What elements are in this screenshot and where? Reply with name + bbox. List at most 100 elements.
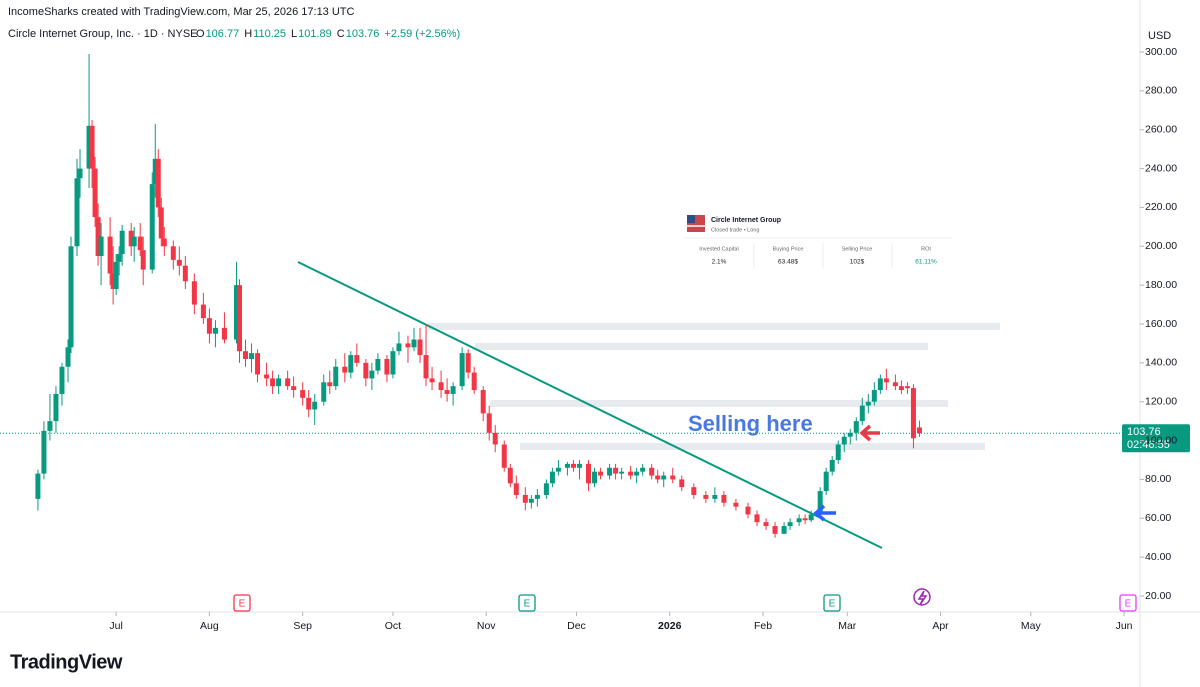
y-tick-label: 240.00 — [1145, 162, 1177, 174]
card-label: Buying Price — [773, 246, 804, 252]
y-tick-label: 60.00 — [1145, 512, 1171, 524]
candle-body — [348, 355, 354, 373]
candle-body — [865, 401, 871, 406]
candle-body — [396, 343, 402, 352]
candle-body — [898, 386, 904, 391]
candle-body — [450, 386, 456, 394]
event-label: E — [829, 599, 836, 610]
candle-body — [354, 355, 360, 363]
candle-body — [243, 351, 249, 359]
candle-body — [176, 259, 182, 266]
ohlc-letter: L — [291, 28, 297, 40]
y-tick-label: 40.00 — [1145, 551, 1171, 563]
candle-body — [131, 236, 137, 247]
annotation: Selling here — [688, 411, 813, 436]
x-tick-label: 2026 — [658, 620, 682, 632]
candle-body — [312, 401, 318, 410]
candle-body — [390, 351, 396, 375]
y-tick-label: 300.00 — [1145, 46, 1177, 58]
candle-body — [158, 207, 164, 239]
candle-body — [74, 178, 80, 247]
candle-body — [65, 347, 71, 367]
candle-body — [772, 526, 778, 534]
candle-body — [77, 168, 83, 179]
card-value: 63.48$ — [778, 259, 798, 266]
candle-body — [264, 374, 270, 379]
candle-body — [796, 518, 802, 523]
candle-body — [89, 125, 95, 169]
candle-body — [528, 498, 534, 503]
candle-body — [787, 522, 793, 527]
candle-body — [910, 388, 916, 439]
x-tick-label: Aug — [200, 620, 219, 632]
y-tick-label: 180.00 — [1145, 279, 1177, 291]
event[interactable]: E — [518, 594, 536, 612]
candle-body — [823, 471, 829, 492]
event[interactable]: E — [823, 594, 841, 612]
candle-body — [486, 413, 492, 433]
ohlc-value: 110.25 — [253, 28, 286, 40]
card-label: Invested Capital — [699, 246, 738, 252]
flag — [687, 215, 695, 223]
candle-body — [555, 467, 561, 472]
candle-body — [655, 475, 661, 480]
card-bg — [680, 207, 955, 277]
attribution: IncomeSharks created with TradingView.co… — [8, 6, 355, 18]
candle-body — [564, 463, 570, 468]
candle-body — [745, 506, 751, 515]
candle-body — [86, 125, 92, 169]
card-value: 61.11% — [915, 259, 937, 266]
candle-body — [270, 378, 276, 387]
candle-body — [405, 343, 411, 348]
zone — [520, 443, 985, 450]
card-label: Selling Price — [842, 246, 873, 252]
x-tick-label: Mar — [838, 620, 857, 632]
candle-body — [576, 463, 582, 468]
price-label: 103.76 — [1127, 426, 1161, 438]
candle-body — [92, 168, 98, 218]
candle-body — [871, 390, 877, 402]
candle-body — [155, 158, 161, 208]
price-box — [1122, 424, 1190, 453]
candle-body — [670, 475, 676, 480]
candle-body — [333, 366, 339, 387]
candle-body — [47, 421, 53, 431]
event-icon[interactable] — [913, 588, 931, 606]
candle-body — [236, 285, 242, 352]
x-tick-label: Oct — [385, 620, 401, 632]
event[interactable]: E — [1119, 594, 1137, 612]
x-tick-label: Jun — [1116, 620, 1133, 632]
candle-body — [619, 471, 625, 474]
candle-body — [507, 467, 513, 484]
candle-body — [128, 230, 134, 247]
candle-body — [859, 405, 865, 422]
candle-body — [817, 491, 823, 515]
candle-body — [342, 366, 348, 373]
candle-body — [598, 471, 604, 476]
brand: TradingView — [10, 651, 123, 673]
candle-body — [847, 432, 853, 437]
event-badge — [518, 594, 536, 612]
candle-body — [276, 378, 282, 387]
candle-body — [613, 467, 619, 474]
ohlc: O 106.77 H 110.25 L 101.89 C 103.76 +2.59 (+2.56… — [196, 28, 460, 40]
event[interactable]: E — [233, 594, 251, 612]
candle-body — [471, 372, 477, 391]
event-label: E — [524, 599, 531, 610]
change: +2.59 (+2.56%) — [384, 28, 460, 40]
candle-body — [113, 261, 119, 290]
candle-body — [98, 236, 104, 256]
candle-body — [255, 353, 261, 375]
event-badge — [1119, 594, 1137, 612]
candle-body — [904, 386, 910, 389]
candle-body — [829, 460, 835, 472]
y-tick-label: 100.00 — [1145, 434, 1177, 446]
candle-body — [892, 382, 898, 387]
candle-body — [501, 444, 507, 468]
candle-body — [534, 494, 540, 499]
event-badge — [823, 594, 841, 612]
candle-body — [417, 339, 423, 356]
y-tick-label: 200.00 — [1145, 240, 1177, 252]
candle-body — [375, 358, 381, 371]
zone — [428, 323, 1000, 330]
